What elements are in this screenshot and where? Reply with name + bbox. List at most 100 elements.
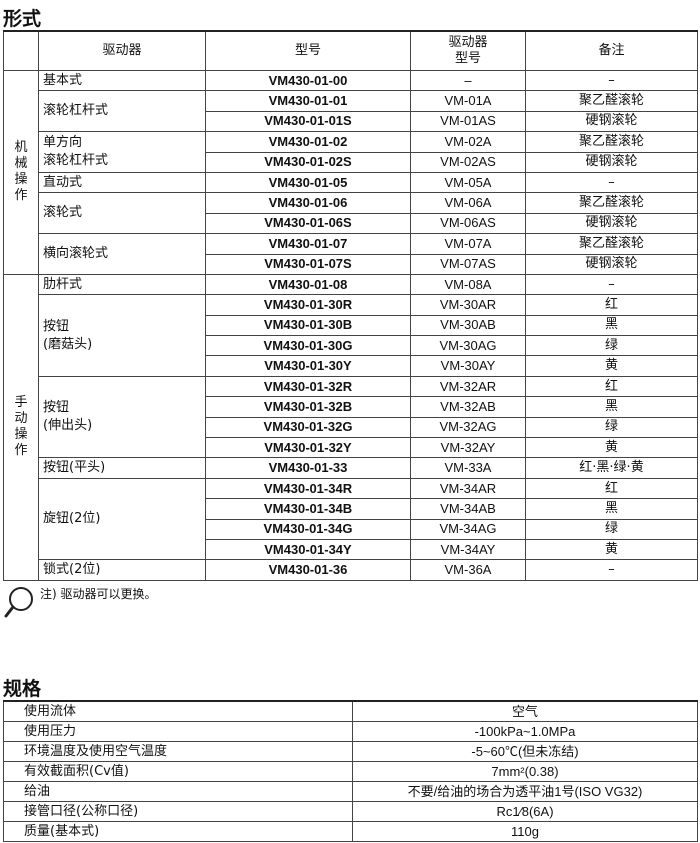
- actuator-model-cell: VM-08A: [410, 273, 526, 296]
- spec-label: 使用压力: [3, 721, 353, 742]
- model-cell: VM430-01-07: [205, 233, 411, 255]
- actuator-model-cell: VM-02A: [410, 131, 526, 153]
- actuator-model-cell: VM-30AG: [410, 335, 526, 357]
- spec-label: 环境温度及使用空气温度: [3, 741, 353, 762]
- table-row: 横向滚轮式 VM430-01-07 VM-07A 聚乙醛滚轮: [4, 233, 698, 275]
- spec-value: Rc1⁄8(6A): [352, 801, 698, 822]
- table-row: 滚轮式 VM430-01-06 VM-06A 聚乙醛滚轮: [4, 192, 698, 235]
- actuator-model-cell: VM-02AS: [410, 151, 526, 173]
- note: 注) 驱动器可以更换。: [4, 585, 157, 619]
- remarks-cell: 红: [525, 294, 698, 316]
- spec-value: 110g: [352, 821, 698, 842]
- types-title: 形式: [3, 8, 42, 30]
- actuator-cell: 滚轮杠杆式: [38, 90, 206, 133]
- actuator-cell: 旋钮(2位): [38, 477, 206, 561]
- actuator-cell: 基本式: [38, 69, 206, 92]
- model-cell: VM430-01-30B: [205, 314, 411, 337]
- model-cell: VM430-01-34B: [205, 498, 411, 520]
- model-cell: VM430-01-01S: [205, 110, 411, 133]
- header-actuator: 驱动器: [38, 30, 206, 71]
- actuator-model-cell: VM-32AB: [410, 396, 526, 418]
- model-cell: VM430-01-30R: [205, 294, 411, 316]
- spec-row: 给油 不要/给油的场合为透平油1号(ISO VG32): [3, 781, 698, 802]
- model-cell: VM430-01-34R: [205, 477, 411, 500]
- actuator-cell: 肋杆式: [38, 273, 206, 296]
- model-cell: VM430-01-08: [205, 273, 411, 296]
- spec-row: 使用压力 -100kPa~1.0MPa: [3, 721, 698, 742]
- actuator-model-cell: VM-34AG: [410, 518, 526, 540]
- table-row: 机械操作 基本式 VM430-01-00– –: [3, 69, 698, 275]
- model-cell: VM430-01-02: [205, 131, 411, 153]
- remarks-cell: 硬钢滚轮: [525, 110, 698, 133]
- model-cell: VM430-01-32Y: [205, 437, 411, 459]
- spec-row: 接管口径(公称口径) Rc1⁄8(6A): [3, 801, 698, 822]
- actuator-model-cell: VM-07A: [410, 233, 526, 255]
- table-row: VM430-01-30B VM-30AB 黑: [4, 314, 698, 337]
- remarks-cell: 红: [525, 477, 698, 500]
- table-row: VM430-01-02S VM-02AS 硬钢滚轮: [4, 151, 698, 173]
- table-row: 滚轮杠杆式 VM430-01-01 VM-01A 聚乙醛滚轮: [4, 90, 698, 133]
- actuator-model-cell: VM-01AS: [410, 110, 526, 133]
- actuator-model-cell: VM-30AY: [410, 355, 526, 377]
- model-cell: VM430-01-06: [205, 192, 411, 214]
- actuator-cell: 横向滚轮式: [38, 233, 206, 275]
- actuator-model-cell: VM-34AB: [410, 498, 526, 520]
- model-cell: VM430-01-30G: [205, 335, 411, 357]
- actuator-cell: 直动式: [38, 171, 206, 194]
- remarks-cell: 绿: [525, 518, 698, 540]
- remarks-cell: 绿: [525, 416, 698, 439]
- spec-row: 质量(基本式) 110g: [3, 821, 698, 842]
- spec-row: 使用流体 空气: [3, 700, 698, 722]
- remarks-cell: 绿: [525, 335, 698, 357]
- model-cell: VM430-01-32R: [205, 375, 411, 398]
- table-row: 直动式 VM430-01-05 VM-05A –: [4, 171, 698, 194]
- remarks-cell: 聚乙醛滚轮: [525, 90, 698, 112]
- model-cell: VM430-01-34Y: [205, 538, 411, 561]
- spec-value: 不要/给油的场合为透平油1号(ISO VG32): [352, 781, 698, 802]
- spec-label: 接管口径(公称口径): [3, 801, 353, 822]
- actuator-model-cell: VM-32AG: [410, 416, 526, 439]
- remarks-cell: 聚乙醛滚轮: [525, 233, 698, 255]
- table-row: VM430-01-34G VM-34AG 绿: [4, 518, 698, 540]
- actuator-cell: 按钮 (伸出头): [38, 375, 206, 459]
- remarks-cell: 硬钢滚轮: [525, 151, 698, 173]
- remarks-cell: –: [525, 69, 698, 92]
- remarks-cell: 黑: [525, 498, 698, 520]
- remarks-cell: 黄: [525, 355, 698, 377]
- spec-row: 有效截面积(Cv值) 7mm²(0.38): [3, 761, 698, 782]
- model-cell: VM430-01-01: [205, 90, 411, 112]
- remarks-cell: 硬钢滚轮: [525, 212, 698, 235]
- actuator-model-cell: VM-32AY: [410, 437, 526, 459]
- model-cell: VM430-01-32B: [205, 396, 411, 418]
- actuator-model-cell: VM-06AS: [410, 212, 526, 235]
- header-row: 驱动器 型号 驱动器 型号 备注: [3, 30, 698, 71]
- actuator-model-cell: VM-30AB: [410, 314, 526, 337]
- header-actuator-model: 驱动器 型号: [410, 30, 526, 71]
- model-cell: VM430-01-30Y: [205, 355, 411, 377]
- model-cell: VM430-01-02S: [205, 151, 411, 173]
- table-row: 按钮 (伸出头) VM430-01-32R VM-32AR 红: [4, 375, 698, 459]
- actuator-model-cell: VM-34AR: [410, 477, 526, 500]
- table-row: VM430-01-30G VM-30AG 绿: [4, 335, 698, 357]
- remarks-cell: 黄: [525, 538, 698, 561]
- header-remarks: 备注: [525, 30, 698, 71]
- spec-row: 环境温度及使用空气温度 -5~60℃(但未冻结): [3, 741, 698, 762]
- actuator-model-cell: VM-34AY: [410, 538, 526, 561]
- remarks-cell: 红: [525, 375, 698, 398]
- actuator-model-cell: VM-33A: [410, 457, 526, 479]
- category-cell: 机械操作: [3, 70, 39, 275]
- category-cell: 手动操作: [3, 273, 39, 581]
- note-text: 注) 驱动器可以更换。: [40, 587, 157, 601]
- remarks-cell: –: [525, 171, 698, 194]
- model-cell: VM430-01-05: [205, 171, 411, 194]
- specs-table: 使用流体 空气 使用压力 -100kPa~1.0MPa 环境温度及使用空气温度 -5~60…: [3, 700, 698, 842]
- remarks-cell: 黑: [525, 396, 698, 418]
- table-row: VM430-01-30Y VM-30AY 黄: [4, 355, 698, 377]
- table-row: 手动操作 肋杆式 VM430-01-08 VM-08A –: [3, 273, 698, 581]
- actuator-model-cell: –: [410, 69, 526, 92]
- table-row: VM430-01-32G VM-32AG 绿: [4, 416, 698, 439]
- actuator-model-cell: VM-01A: [410, 90, 526, 112]
- spec-value: -100kPa~1.0MPa: [352, 721, 698, 742]
- header-blank: [3, 30, 39, 71]
- model-cell: VM430-01-36: [205, 559, 411, 581]
